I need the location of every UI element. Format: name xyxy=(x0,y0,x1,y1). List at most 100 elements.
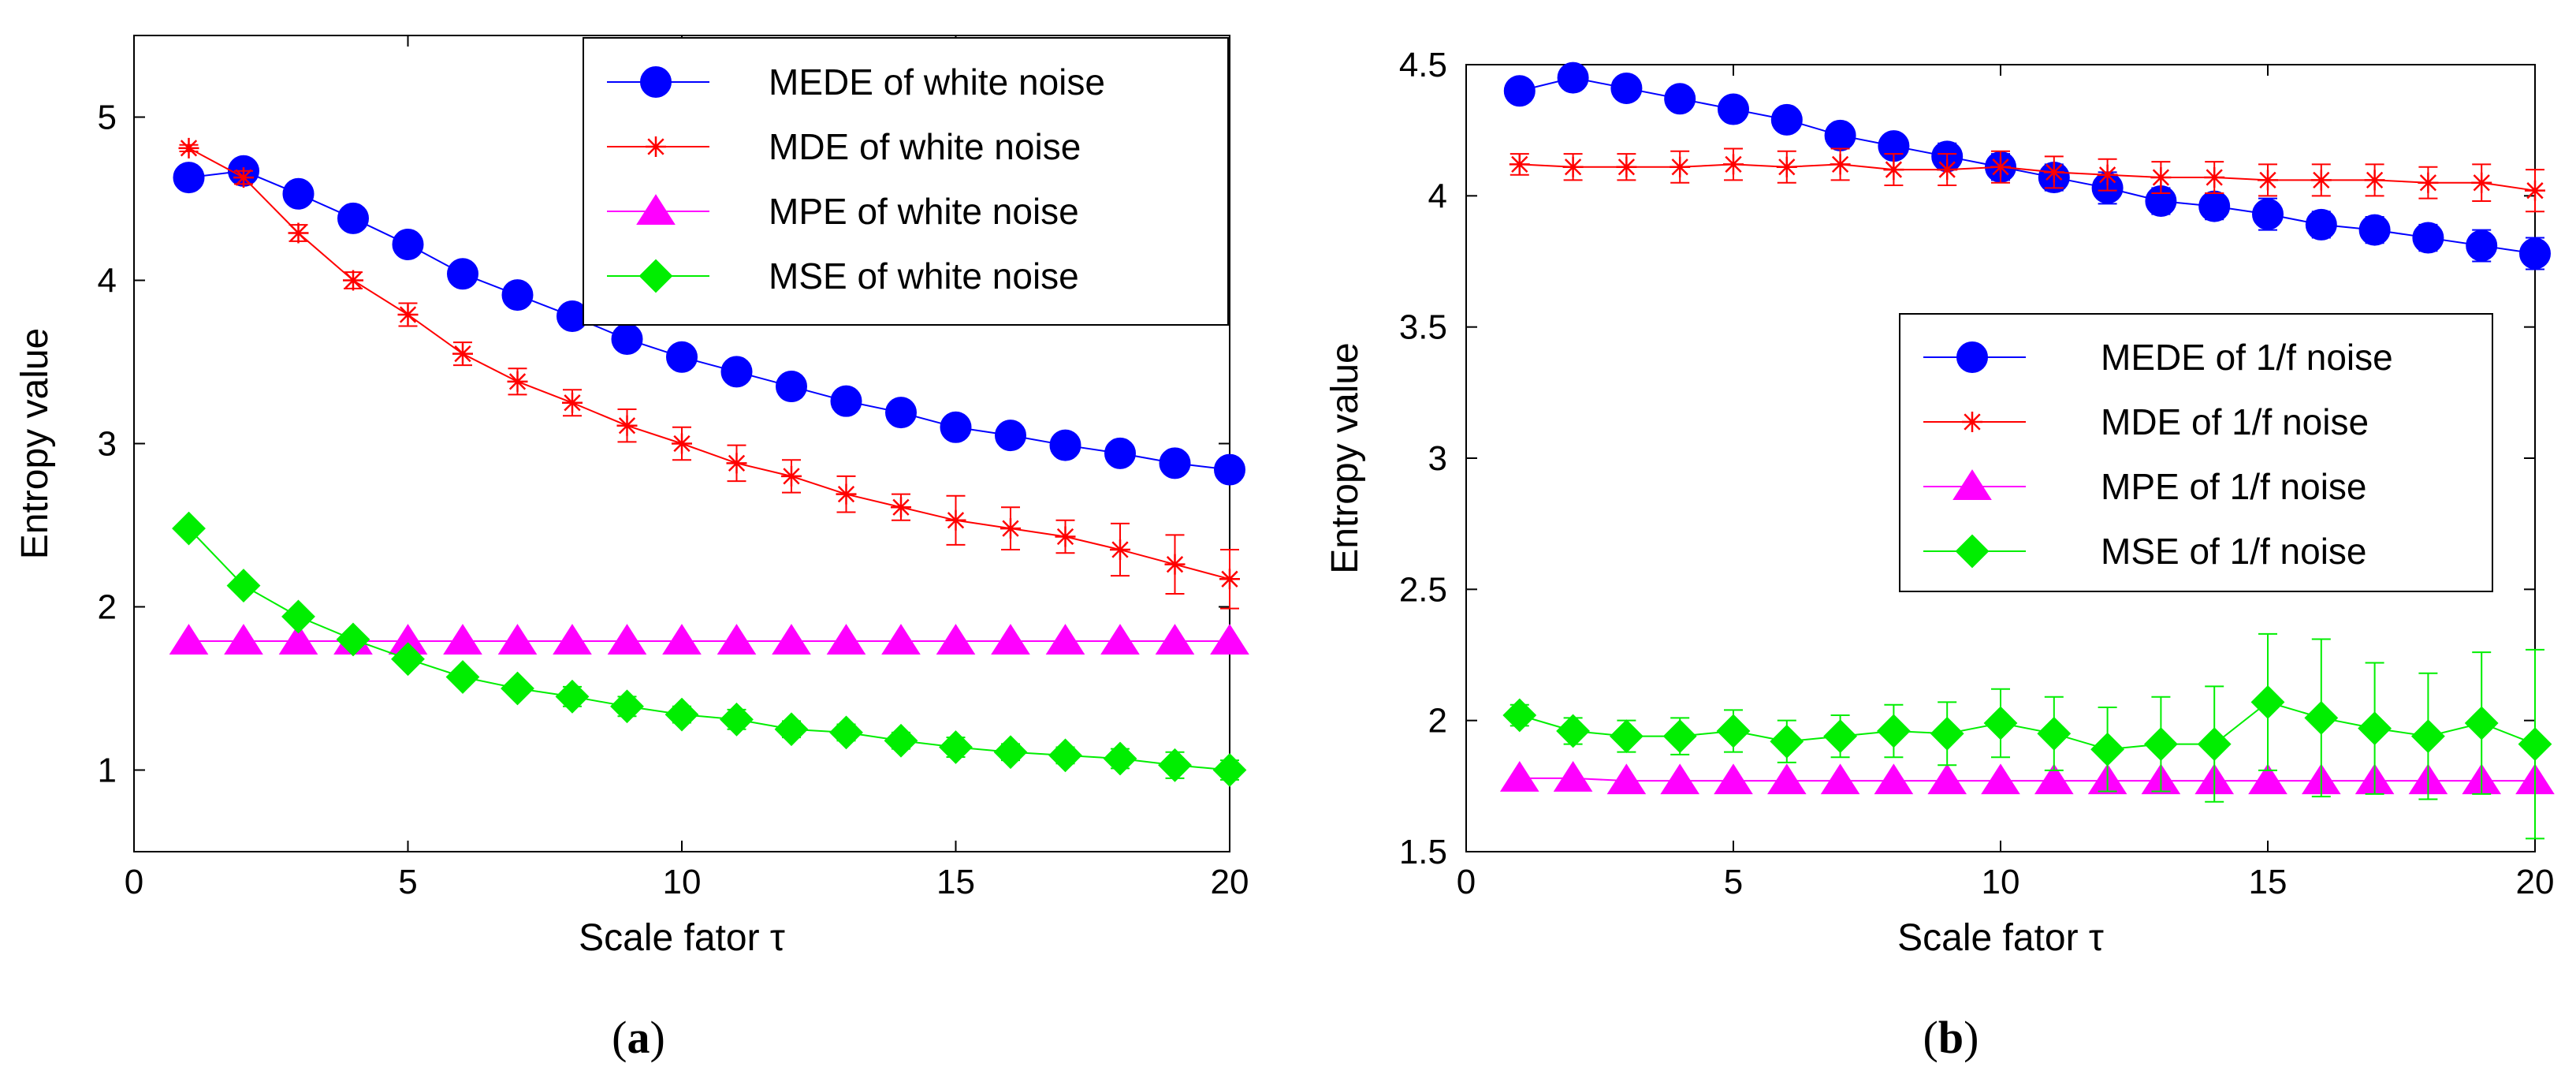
data-point xyxy=(1766,763,1807,795)
data-point xyxy=(2258,170,2278,191)
data-point xyxy=(1214,453,1245,486)
data-point xyxy=(2252,198,2284,230)
data-point xyxy=(1049,429,1081,461)
data-point xyxy=(664,697,699,732)
legend-marker xyxy=(640,66,672,98)
data-point xyxy=(774,712,809,747)
data-point xyxy=(169,624,209,655)
legend: MEDE of white noise MDE of white noise MPE… xyxy=(583,37,1229,326)
legend-marker xyxy=(1962,412,1982,432)
data-point xyxy=(945,509,966,531)
data-point xyxy=(1048,738,1082,773)
data-point xyxy=(226,569,261,603)
data-point xyxy=(2358,214,2391,246)
data-point xyxy=(2464,706,2499,740)
x-axis-label: Scale fator τ xyxy=(1897,917,2104,959)
data-point xyxy=(1212,753,1247,787)
caption-close: ) xyxy=(1964,1012,1979,1063)
y-tick-label: 1.5 xyxy=(1399,833,1447,871)
data-point xyxy=(2412,222,2444,254)
x-tick-label: 15 xyxy=(2249,863,2288,901)
data-point xyxy=(2143,727,2178,762)
data-point xyxy=(2204,167,2225,188)
legend-item: MSE of white noise xyxy=(607,256,1079,297)
data-point xyxy=(501,279,534,311)
legend-marker xyxy=(1955,534,1990,569)
data-point xyxy=(2043,162,2064,183)
legend-label: MPE of white noise xyxy=(769,191,1079,232)
caption-letter: b xyxy=(1938,1012,1964,1063)
data-point xyxy=(1660,763,1700,795)
chart-panel-a: 0 5 10 15 20 1 2 3 4 5 Scale fator τ Entropy value M… xyxy=(14,35,1249,1063)
data-point xyxy=(826,624,866,655)
data-point xyxy=(666,341,698,373)
y-tick-label: 3.5 xyxy=(1399,308,1447,347)
data-point xyxy=(391,642,425,677)
data-point xyxy=(281,599,315,634)
data-point xyxy=(397,304,419,325)
y-tick-label: 5 xyxy=(98,99,117,137)
data-point xyxy=(2037,716,2072,751)
data-point xyxy=(939,730,973,764)
data-point xyxy=(2471,172,2492,193)
data-point xyxy=(1103,741,1137,776)
data-point xyxy=(507,371,528,392)
legend-label: MSE of white noise xyxy=(769,256,1079,297)
legend-label: MSE of 1/f noise xyxy=(2101,531,2367,572)
data-point xyxy=(224,624,263,655)
data-point xyxy=(720,356,753,388)
data-point xyxy=(2304,700,2339,735)
legend-marker xyxy=(638,259,673,293)
legend-marker xyxy=(1952,469,1992,500)
y-tick-label: 3 xyxy=(98,425,117,464)
data-point xyxy=(278,624,318,655)
series-diamond xyxy=(172,511,1247,787)
data-point xyxy=(1562,156,1584,177)
data-point xyxy=(172,511,206,546)
data-point xyxy=(1104,437,1136,469)
x-tick-label: 10 xyxy=(663,863,702,901)
legend-label: MPE of 1/f noise xyxy=(2101,466,2367,507)
data-point xyxy=(616,415,638,436)
data-point xyxy=(452,343,473,364)
data-point xyxy=(2418,172,2439,193)
data-point xyxy=(173,162,205,194)
series-line xyxy=(188,147,1230,580)
data-point xyxy=(288,222,309,244)
data-point xyxy=(501,671,534,706)
legend-label: MEDE of 1/f noise xyxy=(2101,337,2393,378)
data-point xyxy=(1159,447,1191,479)
data-point xyxy=(2034,763,2074,795)
legend-item: MPE of 1/f noise xyxy=(1923,466,2367,507)
data-point xyxy=(2410,719,2445,754)
data-point xyxy=(2364,170,2385,191)
data-point xyxy=(2466,229,2498,262)
data-point xyxy=(1606,763,1647,795)
y-tick-label: 1 xyxy=(98,752,117,790)
series-star xyxy=(1509,147,2545,213)
data-point xyxy=(2198,190,2231,222)
data-point xyxy=(1503,75,1536,107)
data-point xyxy=(720,702,754,737)
data-point xyxy=(1670,156,1691,177)
data-point xyxy=(1499,760,1539,792)
data-point xyxy=(2519,237,2551,270)
legend-box xyxy=(1899,313,2493,592)
data-point xyxy=(337,202,369,234)
legend-item: MEDE of 1/f noise xyxy=(1923,337,2393,378)
legend: MEDE of 1/f noise MDE of 1/f noise MPE of … xyxy=(1899,313,2493,592)
data-point xyxy=(2090,732,2125,767)
data-point xyxy=(2250,684,2285,719)
x-tick-label: 5 xyxy=(1724,863,1743,901)
legend-label: MEDE of white noise xyxy=(769,62,1105,103)
data-point xyxy=(1502,698,1537,733)
y-tick-label: 2 xyxy=(98,588,117,627)
legend-box xyxy=(583,37,1229,326)
data-point xyxy=(2525,180,2545,201)
data-point xyxy=(1509,154,1530,175)
caption-open: ( xyxy=(612,1012,627,1063)
data-point xyxy=(1981,763,2020,795)
data-point xyxy=(891,497,911,518)
x-tick-label: 5 xyxy=(398,863,417,901)
